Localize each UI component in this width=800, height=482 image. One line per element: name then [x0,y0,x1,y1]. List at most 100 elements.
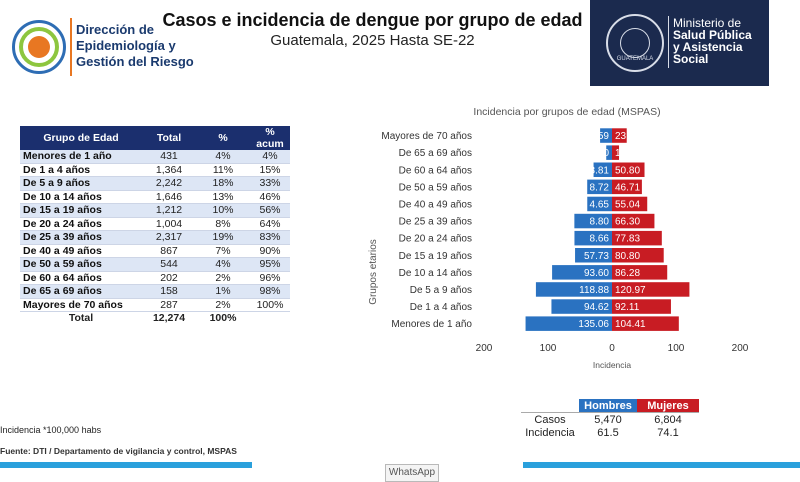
data-label-mujeres: 86.28 [615,268,640,279]
footer-accent-bar-right [523,462,800,468]
cell-group: De 60 a 64 años [20,271,142,285]
bar-hombres [600,128,612,143]
total-cell [250,312,290,325]
cell-group: De 65 a 69 años [20,284,142,299]
total-cell: 100% [209,312,237,325]
cell-total: 287 [142,298,196,312]
bar-hombres [574,230,612,246]
bar-mujeres [612,196,648,212]
data-label-mujeres: 92.11 [615,302,640,313]
cell-total: 867 [142,244,196,258]
incidence-note: Incidencia *100,000 habs [0,425,102,435]
chart-category-label: De 10 a 14 años [399,268,472,279]
table-row: De 1 a 4 años 1,364 11% 15% [20,163,290,177]
cell-cum: 90% [250,244,290,258]
cell-total: 202 [142,271,196,285]
cell-cum: 33% [250,176,290,191]
cell-total: 431 [142,150,196,164]
data-label-hombres: 8.66 [590,234,610,245]
cell-pct: 2% [196,298,250,312]
x-tick-label: 100 [668,343,685,354]
chart-category-label: De 20 a 24 años [399,234,472,245]
cell-total: 2,242 [142,176,196,191]
col-header-total: Total [142,126,196,150]
summary-col-hombres: Hombres [579,399,637,413]
bar-mujeres [612,128,627,143]
national-seal-icon: GUATEMALA [606,14,664,72]
page-title: Casos e incidencia de dengue por grupo d… [162,10,583,30]
data-label-hombres: 59 [598,131,610,142]
bar-mujeres [612,299,671,314]
chart-category-label: De 60 a 64 años [399,165,472,176]
chart-category-label: De 1 a 4 años [410,302,472,313]
cell-cum: 95% [250,257,290,272]
cell-pct: 1% [196,284,250,299]
bar-mujeres [612,316,679,331]
cell-total: 2,317 [142,230,196,245]
table-row: De 40 a 49 años 867 7% 90% [20,244,290,258]
cell-group: Mayores de 70 años [20,298,142,312]
source-note: Fuente: DTI / Departamento de vigilancia… [0,446,237,456]
col-header-cum: % acum [250,126,290,150]
data-label-hombres: 4.65 [590,199,610,210]
table-row: Mayores de 70 años 287 2% 100% [20,298,290,312]
table-header-row: Grupo de Edad Total % % acum [20,126,290,150]
whatsapp-tooltip[interactable]: WhatsApp [385,464,439,482]
data-label-mujeres: 1 [615,148,621,159]
table-row: De 65 a 69 años 158 1% 98% [20,284,290,299]
bar-hombres [551,299,612,314]
bar-mujeres [612,213,655,229]
cell-total: 1,212 [142,203,196,218]
bar-mujeres [612,230,662,246]
cell-cum: 98% [250,284,290,299]
data-label-hombres: 57.73 [584,251,609,262]
data-label-hombres: 93.60 [584,268,609,279]
bar-hombres [587,196,612,212]
chart-category-labels: Mayores de 70 años De 65 a 69 años De 60 a… [381,131,472,330]
data-label-mujeres: 50.80 [615,165,640,176]
page-subtitle: Guatemala, 2025 Hasta SE-22 [270,32,475,49]
x-tick-label: 100 [540,343,557,354]
directorate-logo-icon [12,20,66,74]
bar-hombres [552,265,612,280]
cell-cum: 15% [250,163,290,177]
cell-pct: 4% [196,257,250,272]
org-name: Dirección de Epidemiología y Gestión del… [76,22,194,69]
cell-pct: 2% [196,271,250,285]
chart-y-axis-label: Grupos etarios [368,239,379,305]
bar-hombres [525,316,612,331]
data-label-hombres: 118.88 [579,285,609,296]
summary-row-incidencia: Incidencia 61.5 74.1 [525,426,679,439]
data-label-hombres: 135.06 [578,319,609,330]
table-row: De 25 a 39 años 2,317 19% 83% [20,230,290,245]
chart-x-axis-label: Incidencia [593,360,632,370]
data-label-hombres: 8.72 [590,182,610,193]
table-row: De 60 a 64 años 202 2% 96% [20,271,290,285]
x-tick-label: 0 [609,343,615,354]
chart-category-label: Mayores de 70 años [381,131,472,142]
data-label-mujeres: 66.30 [615,217,640,228]
chart-category-label: De 25 a 39 años [399,217,472,228]
data-label-mujeres: 120.97 [615,285,646,296]
bar-mujeres [612,248,664,263]
summary-col-mujeres: Mujeres [637,399,699,413]
cell-group: De 5 a 9 años [20,176,142,191]
bar-hombres [535,282,612,297]
cell-group: De 10 a 14 años [20,190,142,204]
bar-mujeres [612,282,690,297]
x-tick-label: 200 [732,343,749,354]
cell-group: De 25 a 39 años [20,230,142,245]
age-table-body: Menores de 1 año 431 4% 4% De 1 a 4 años 1,36… [20,150,290,325]
data-label-hombres: 8.80 [590,217,610,228]
data-label-hombres: 0 [603,148,609,159]
table-row: De 50 a 59 años 544 4% 95% [20,257,290,272]
cell-group: De 1 a 4 años [20,163,142,177]
data-label-mujeres: 46.71 [615,182,640,193]
total-cell: 12,274 [152,312,186,325]
cell-group: De 50 a 59 años [20,257,142,272]
chart-category-label: De 15 a 19 años [399,251,472,262]
cell-total: 158 [142,284,196,299]
data-label-mujeres: 55.04 [615,199,640,210]
total-label: Total [68,312,94,325]
cell-cum: 64% [250,217,290,231]
